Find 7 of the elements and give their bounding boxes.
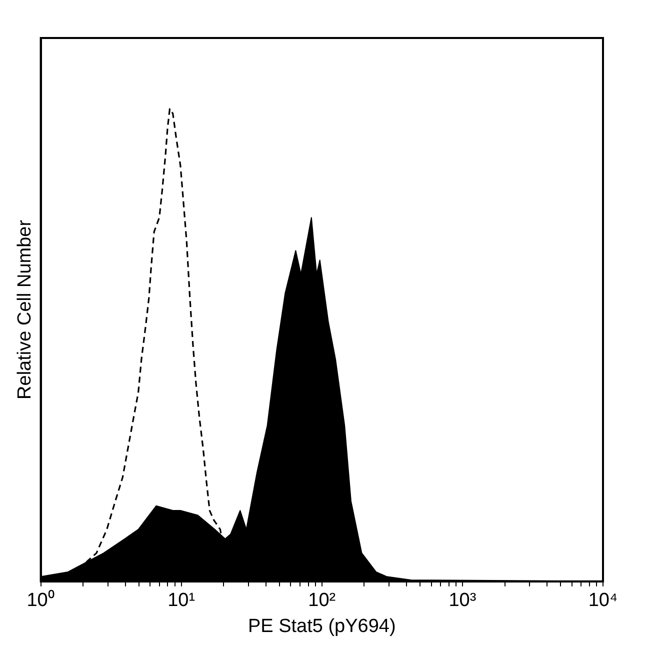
x-tick-label: 10¹ bbox=[168, 590, 196, 612]
x-axis-title: PE Stat5 (pY694) bbox=[248, 616, 396, 637]
x-tick-label: 10² bbox=[308, 590, 336, 612]
x-tick-label: 10³ bbox=[448, 590, 476, 612]
y-axis-title: Relative Cell Number bbox=[14, 219, 36, 400]
x-tick-label: 10⁰ bbox=[26, 589, 55, 612]
x-tick-label: 10⁴ bbox=[588, 590, 618, 612]
